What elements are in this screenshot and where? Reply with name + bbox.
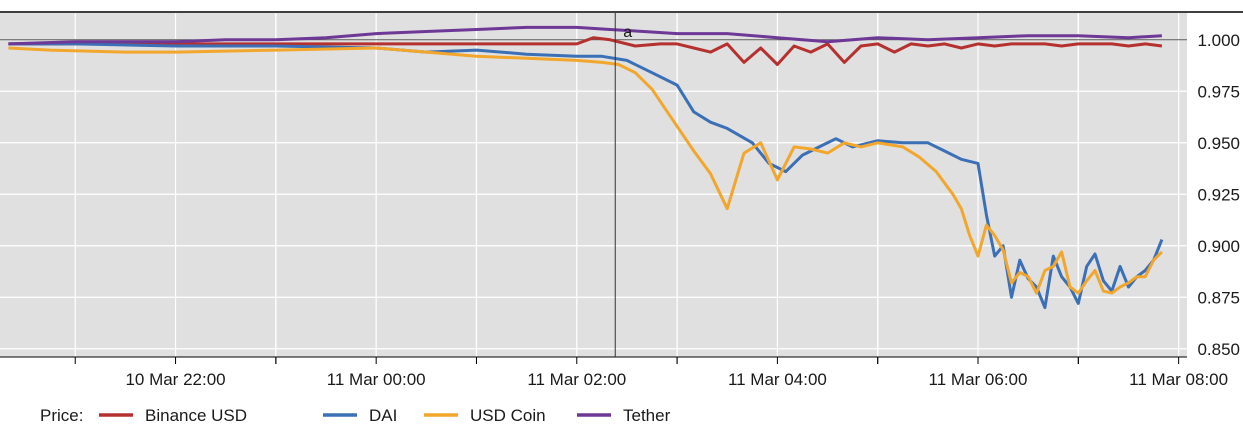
legend-label: DAI: [369, 406, 397, 425]
y-axis: 0.850 0.875 0.900 0.925 0.950 0.975 1.000: [1197, 31, 1240, 359]
x-tick-label: 11 Mar 02:00: [527, 370, 626, 389]
series-line-tether: [8, 25, 1162, 46]
series-line-binance-usd: [8, 36, 1163, 66]
y-tick-label: 0.900: [1197, 237, 1240, 256]
y-tick-label: 0.925: [1197, 185, 1240, 204]
legend-title: Price:: [40, 406, 83, 425]
grid-lines: [0, 13, 1187, 357]
y-tick-label: 0.950: [1197, 134, 1240, 153]
legend: Price: Binance USD DAI USD Coin Tether: [40, 406, 671, 425]
annotation-label: a: [623, 24, 632, 41]
y-tick-label: 0.975: [1197, 82, 1240, 101]
x-tick-label: 11 Mar 06:00: [929, 370, 1028, 389]
x-tick-label: 10 Mar 22:00: [125, 370, 225, 389]
x-tick-label: 11 Mar 00:00: [327, 370, 426, 389]
legend-label: USD Coin: [470, 406, 546, 425]
series-line-usd-coin: [8, 46, 1163, 295]
annotation: a: [614, 13, 632, 357]
y-tick-label: 0.875: [1197, 288, 1240, 307]
plot-background: [0, 13, 1187, 357]
x-axis: 10 Mar 22:00 11 Mar 00:00 11 Mar 02:00 11 M…: [74, 357, 1228, 389]
legend-label: Binance USD: [145, 406, 247, 425]
x-tick-label: 11 Mar 08:00: [1129, 370, 1228, 389]
x-tick-label: 11 Mar 04:00: [728, 370, 827, 389]
y-tick-label: 0.850: [1197, 340, 1240, 359]
series-layer: [8, 25, 1164, 310]
y-tick-label: 1.000: [1197, 31, 1240, 50]
series-line-dai: [8, 42, 1164, 310]
legend-label: Tether: [623, 406, 671, 425]
